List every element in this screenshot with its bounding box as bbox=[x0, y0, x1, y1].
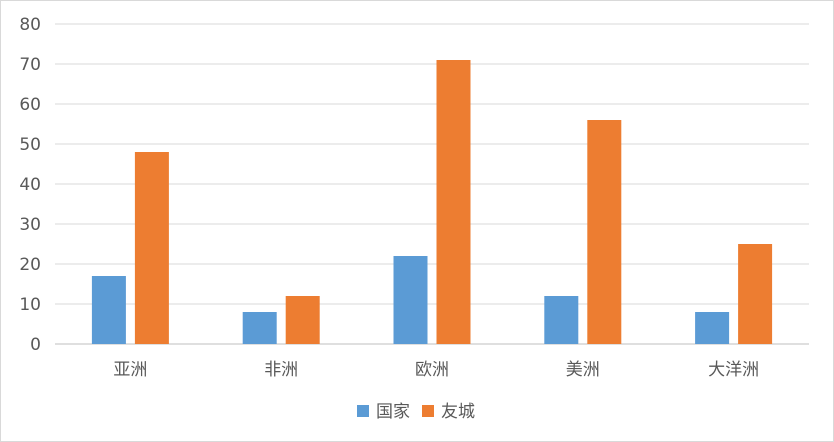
x-category-label: 美洲 bbox=[566, 360, 600, 380]
bar-series-2 bbox=[285, 296, 320, 344]
bar-series-1 bbox=[393, 256, 428, 344]
y-tick-label: 60 bbox=[19, 95, 41, 115]
x-category-label: 欧洲 bbox=[415, 360, 449, 380]
y-tick-label: 40 bbox=[19, 175, 41, 195]
y-tick-label: 50 bbox=[19, 135, 41, 155]
legend-swatch bbox=[422, 405, 434, 417]
bar-series-2 bbox=[587, 120, 622, 344]
bar-series-1 bbox=[544, 296, 579, 344]
y-axis-tick-labels: 0 10 20 30 40 50 60 70 80 bbox=[19, 15, 41, 355]
bar-series-2 bbox=[436, 60, 471, 344]
y-tick-label: 20 bbox=[19, 255, 41, 275]
gridlines bbox=[55, 23, 809, 345]
legend-swatch bbox=[357, 405, 369, 417]
y-tick-label: 0 bbox=[30, 335, 41, 355]
bar-series-1 bbox=[242, 312, 277, 344]
x-category-label: 大洋洲 bbox=[708, 360, 759, 380]
legend-label: 友城 bbox=[441, 402, 475, 422]
bar-series-1 bbox=[695, 312, 730, 344]
bars bbox=[91, 60, 773, 344]
bar-series-1 bbox=[91, 276, 126, 344]
y-tick-label: 10 bbox=[19, 295, 41, 315]
x-category-label: 亚洲 bbox=[113, 360, 147, 380]
x-category-label: 非洲 bbox=[264, 360, 298, 380]
y-tick-label: 30 bbox=[19, 215, 41, 235]
y-tick-label: 70 bbox=[19, 55, 41, 75]
bar-series-2 bbox=[738, 244, 773, 344]
x-axis-category-labels: 亚洲 非洲 欧洲 美洲 大洋洲 bbox=[113, 360, 759, 380]
bar-series-2 bbox=[134, 152, 169, 344]
legend-label: 国家 bbox=[376, 402, 410, 422]
y-tick-label: 80 bbox=[19, 15, 41, 35]
legend: 国家 友城 bbox=[357, 402, 475, 422]
